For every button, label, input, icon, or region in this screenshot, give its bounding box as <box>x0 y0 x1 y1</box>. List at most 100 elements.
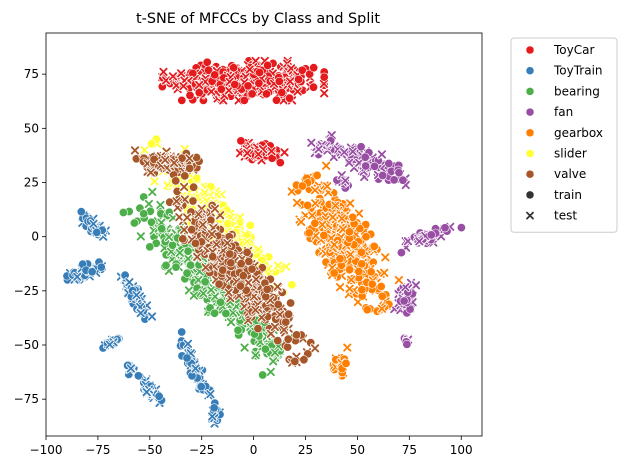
point-gearbox-test <box>292 198 302 207</box>
point-valve-train <box>191 238 201 248</box>
y-tick-label: 75 <box>24 67 39 81</box>
point-fan-train <box>378 171 388 181</box>
point-gearbox-test <box>308 211 317 220</box>
point-valve-train <box>283 334 293 344</box>
point-valve-train <box>187 225 197 235</box>
y-tick-label: 0 <box>31 230 39 244</box>
point-bearing-test <box>148 187 157 197</box>
point-gearbox-train <box>369 241 379 251</box>
point-valve-test <box>170 158 179 167</box>
point-bearing-test <box>144 199 153 209</box>
point-valve-train <box>188 196 198 206</box>
point-ToyCar-train <box>177 95 187 105</box>
point-valve-train <box>261 292 271 302</box>
x-tick-label: −75 <box>85 443 110 457</box>
point-ToyCar-test <box>320 89 329 98</box>
point-valve-train <box>214 279 224 289</box>
point-fan-test <box>341 176 350 185</box>
point-valve-train <box>273 299 283 309</box>
point-gearbox-test <box>347 275 356 284</box>
point-fan-train <box>440 223 450 233</box>
point-valve-train <box>178 234 188 244</box>
point-slider-train <box>192 173 202 183</box>
point-valve-test <box>185 154 194 163</box>
point-ToyCar-train <box>261 89 271 99</box>
legend-marker-ToyCar <box>525 45 535 55</box>
point-fan-test <box>348 147 357 156</box>
legend-label-gearbox: gearbox <box>554 126 603 140</box>
point-fan-test <box>314 145 323 154</box>
point-ToyTrain-test <box>125 278 134 287</box>
point-bearing-test <box>156 200 165 210</box>
point-gearbox-train <box>297 181 307 191</box>
point-valve-train <box>208 252 218 262</box>
point-bearing-train <box>139 209 149 219</box>
point-fan-train <box>396 248 406 258</box>
chart-title: t-SNE of MFCCs by Class and Split <box>136 11 380 27</box>
x-tick-label: 50 <box>350 443 365 457</box>
point-slider-train <box>245 220 255 230</box>
point-fan-test <box>307 138 316 147</box>
point-valve-train <box>235 281 245 291</box>
point-ToyTrain-train <box>96 262 106 272</box>
point-valve-test <box>201 263 210 272</box>
point-ToyTrain-test <box>136 308 145 318</box>
point-ToyTrain-test <box>126 364 135 373</box>
point-bearing-train <box>118 208 128 218</box>
x-tick-label: 0 <box>250 443 258 457</box>
point-valve-test <box>224 288 233 297</box>
point-valve-test <box>279 325 289 334</box>
point-ToyTrain-test <box>147 312 157 321</box>
point-bearing-test <box>194 275 203 285</box>
point-ToyCar-test <box>224 86 233 95</box>
point-gearbox-test <box>330 240 339 249</box>
point-valve-train <box>238 271 248 281</box>
point-valve-test <box>161 155 170 165</box>
point-valve-train <box>236 259 246 269</box>
point-ToyCar-train <box>319 72 329 82</box>
point-bearing-train <box>216 297 226 307</box>
point-gearbox-test <box>377 304 387 313</box>
point-valve-train <box>225 249 235 259</box>
point-gearbox-test <box>323 182 332 191</box>
legend-marker-gearbox <box>525 128 535 138</box>
point-gearbox-train <box>377 291 387 301</box>
point-valve-train <box>283 342 293 352</box>
point-fan-train <box>356 142 366 152</box>
point-ToyCar-train <box>308 82 318 92</box>
point-ToyTrain-test <box>73 272 82 281</box>
point-bearing-train <box>233 325 243 335</box>
point-bearing-train <box>260 344 270 354</box>
point-valve-test <box>180 225 189 234</box>
point-fan-test <box>403 237 413 246</box>
point-valve-train <box>171 176 181 186</box>
point-bearing-test <box>266 367 275 377</box>
point-ToyCar-test <box>243 149 252 158</box>
y-tick-label: −75 <box>14 392 39 406</box>
point-ToyCar-train <box>229 63 239 73</box>
point-bearing-train <box>145 242 155 252</box>
point-ToyCar-test <box>286 77 295 86</box>
point-bearing-train <box>168 240 178 250</box>
point-valve-test <box>183 213 192 222</box>
point-valve-train <box>273 336 283 346</box>
point-gearbox-train <box>354 266 364 276</box>
point-gearbox-train <box>366 267 376 277</box>
point-valve-train <box>247 264 257 274</box>
legend-marker-test <box>526 211 534 220</box>
x-tick-label: −100 <box>30 443 63 457</box>
point-valve-train <box>253 324 263 334</box>
point-ToyCar-test <box>177 69 186 78</box>
legend: ToyCar ToyTrain bearing fan gearbox slider val… <box>510 37 618 233</box>
point-ToyTrain-train <box>196 382 206 392</box>
point-gearbox-test <box>346 199 355 208</box>
point-ToyCar-test <box>319 79 329 88</box>
point-ToyCar-train <box>236 136 246 146</box>
point-gearbox-test <box>380 268 389 277</box>
point-valve-test <box>172 197 181 206</box>
point-slider-test <box>200 188 209 197</box>
point-ToyCar-train <box>309 63 319 73</box>
point-gearbox-train <box>310 218 320 228</box>
point-gearbox-train <box>345 265 355 275</box>
